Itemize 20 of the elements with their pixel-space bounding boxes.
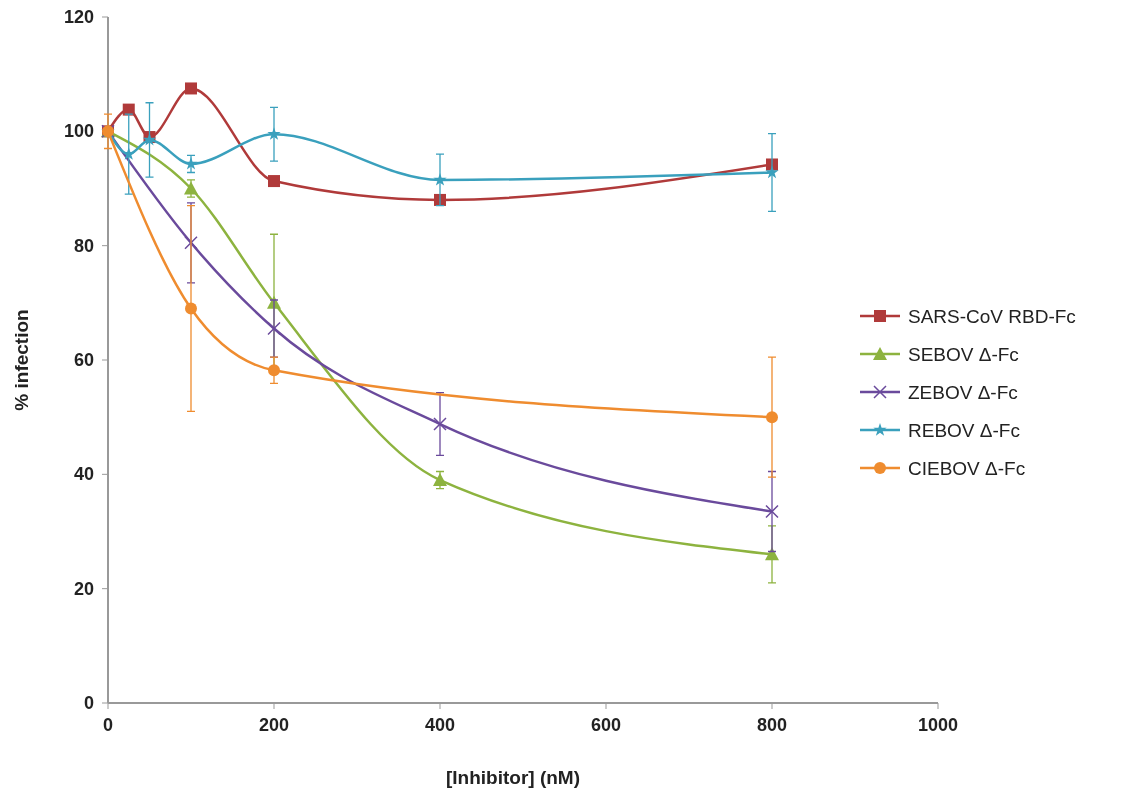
legend-label: SARS-CoV RBD-Fc — [908, 306, 1076, 327]
x-tick-label: 200 — [258, 715, 290, 735]
y-tick-label: 60 — [73, 350, 94, 370]
x-tick-label: 0 — [102, 715, 114, 735]
x-tick-label: 1000 — [917, 715, 959, 735]
legend-label: SEBOV Δ-Fc — [908, 344, 1019, 365]
y-tick-label: 0 — [83, 693, 94, 713]
y-tick-label: 80 — [73, 235, 94, 256]
x-tick-label: 800 — [756, 715, 788, 735]
x-tick-label: 600 — [590, 715, 622, 735]
x-axis-title: [Inhibitor] (nM) — [445, 767, 581, 788]
legend-label: ZEBOV Δ-Fc — [908, 382, 1018, 403]
y-tick-label: 20 — [73, 578, 94, 599]
y-tick-label: 100 — [63, 121, 94, 142]
y-tick-label: 120 — [63, 7, 94, 27]
x-tick-label: 400 — [424, 715, 456, 735]
y-axis-title: % infection — [11, 309, 32, 411]
legend-label: CIEBOV Δ-Fc — [908, 458, 1026, 479]
legend-label: REBOV Δ-Fc — [908, 420, 1020, 441]
y-tick-label: 40 — [73, 464, 94, 485]
